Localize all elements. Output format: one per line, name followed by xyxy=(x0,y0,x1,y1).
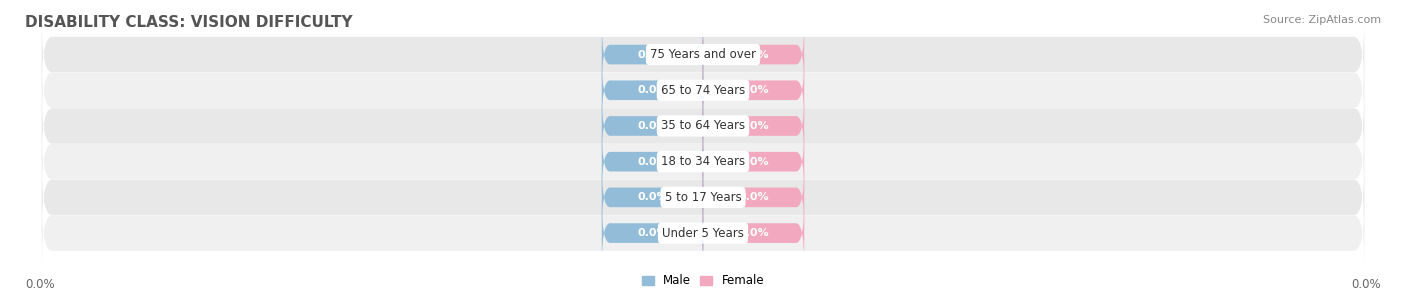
Text: 0.0%: 0.0% xyxy=(25,278,55,291)
FancyBboxPatch shape xyxy=(602,21,703,88)
FancyBboxPatch shape xyxy=(42,19,1364,91)
FancyBboxPatch shape xyxy=(703,21,804,88)
Text: 0.0%: 0.0% xyxy=(637,157,668,167)
Text: 18 to 34 Years: 18 to 34 Years xyxy=(661,155,745,168)
FancyBboxPatch shape xyxy=(703,129,804,195)
Text: 0.0%: 0.0% xyxy=(738,121,769,131)
FancyBboxPatch shape xyxy=(602,93,703,159)
FancyBboxPatch shape xyxy=(602,164,703,230)
FancyBboxPatch shape xyxy=(42,54,1364,126)
Text: Under 5 Years: Under 5 Years xyxy=(662,226,744,240)
FancyBboxPatch shape xyxy=(42,90,1364,162)
Text: 35 to 64 Years: 35 to 64 Years xyxy=(661,119,745,132)
FancyBboxPatch shape xyxy=(602,200,703,266)
FancyBboxPatch shape xyxy=(602,57,703,123)
FancyBboxPatch shape xyxy=(602,129,703,195)
Text: 0.0%: 0.0% xyxy=(637,85,668,95)
Text: DISABILITY CLASS: VISION DIFFICULTY: DISABILITY CLASS: VISION DIFFICULTY xyxy=(25,15,353,30)
Text: 0.0%: 0.0% xyxy=(637,192,668,202)
FancyBboxPatch shape xyxy=(703,57,804,123)
Text: 65 to 74 Years: 65 to 74 Years xyxy=(661,84,745,97)
Text: 0.0%: 0.0% xyxy=(738,157,769,167)
Text: 0.0%: 0.0% xyxy=(637,50,668,60)
Text: 0.0%: 0.0% xyxy=(738,85,769,95)
Text: 0.0%: 0.0% xyxy=(1351,278,1381,291)
Text: 75 Years and over: 75 Years and over xyxy=(650,48,756,61)
FancyBboxPatch shape xyxy=(703,164,804,230)
Text: 0.0%: 0.0% xyxy=(738,50,769,60)
Text: 0.0%: 0.0% xyxy=(738,228,769,238)
FancyBboxPatch shape xyxy=(42,162,1364,233)
Text: 5 to 17 Years: 5 to 17 Years xyxy=(665,191,741,204)
Text: Source: ZipAtlas.com: Source: ZipAtlas.com xyxy=(1263,15,1381,25)
Text: 0.0%: 0.0% xyxy=(637,121,668,131)
Legend: Male, Female: Male, Female xyxy=(637,270,769,292)
FancyBboxPatch shape xyxy=(703,200,804,266)
FancyBboxPatch shape xyxy=(703,93,804,159)
FancyBboxPatch shape xyxy=(42,126,1364,198)
Text: 0.0%: 0.0% xyxy=(738,192,769,202)
Text: 0.0%: 0.0% xyxy=(637,228,668,238)
FancyBboxPatch shape xyxy=(42,197,1364,269)
